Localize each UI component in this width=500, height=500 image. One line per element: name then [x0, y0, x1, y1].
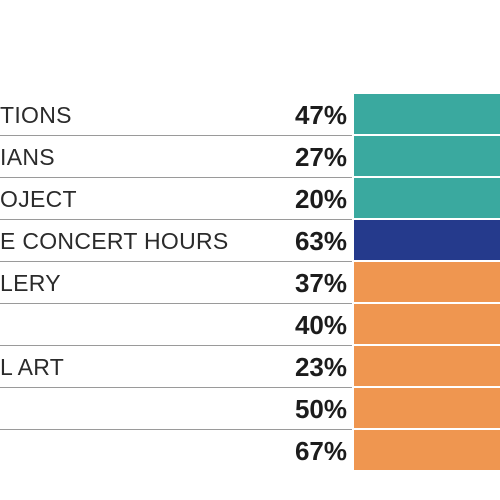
- category-label: OJECT: [0, 186, 77, 212]
- row-label-container: L ART: [0, 346, 262, 388]
- bar: [354, 430, 500, 470]
- category-label: TIONS: [0, 102, 72, 128]
- row-label-container: OJECT: [0, 178, 262, 220]
- bar: [354, 178, 500, 218]
- value-label: 37%: [294, 268, 347, 298]
- value-label: 40%: [294, 310, 347, 340]
- category-label: L ART: [0, 354, 65, 380]
- row-divider: [0, 345, 352, 346]
- row-label-container: TIONS: [0, 94, 262, 136]
- value-label: 63%: [294, 226, 347, 256]
- bar: [354, 262, 500, 302]
- bar: [354, 220, 500, 260]
- chart-row: 67%: [0, 430, 500, 472]
- chart-row: OJECT 20%: [0, 178, 500, 220]
- chart-row: TIONS 47%: [0, 94, 500, 136]
- value-label: 67%: [294, 436, 347, 466]
- row-label-container: [0, 430, 262, 472]
- bar: [354, 388, 500, 428]
- row-divider: [0, 261, 352, 262]
- value-label: 20%: [294, 184, 347, 214]
- row-divider: [0, 429, 352, 430]
- chart-row: E CONCERT HOURS 63%: [0, 220, 500, 262]
- value-label: 50%: [294, 394, 347, 424]
- row-label-container: [0, 388, 262, 430]
- category-label: LERY: [0, 270, 61, 296]
- bar: [354, 304, 500, 344]
- row-label-container: IANS: [0, 136, 262, 178]
- chart-row: 50%: [0, 388, 500, 430]
- bar: [354, 94, 500, 134]
- bar: [354, 136, 500, 176]
- row-label-container: [0, 304, 262, 346]
- row-divider: [0, 387, 352, 388]
- row-divider: [0, 177, 352, 178]
- row-divider: [0, 303, 352, 304]
- chart-row: L ART 23%: [0, 346, 500, 388]
- category-label: IANS: [0, 144, 55, 170]
- chart-row: IANS 27%: [0, 136, 500, 178]
- bar: [354, 346, 500, 386]
- value-label: 23%: [294, 352, 347, 382]
- row-label-container: LERY: [0, 262, 262, 304]
- chart-row: LERY 37%: [0, 262, 500, 304]
- value-label: 47%: [294, 100, 347, 130]
- chart-row: 40%: [0, 304, 500, 346]
- row-divider: [0, 219, 352, 220]
- category-label: E CONCERT HOURS: [0, 228, 229, 254]
- row-divider: [0, 135, 352, 136]
- row-label-container: E CONCERT HOURS: [0, 220, 262, 262]
- value-label: 27%: [294, 142, 347, 172]
